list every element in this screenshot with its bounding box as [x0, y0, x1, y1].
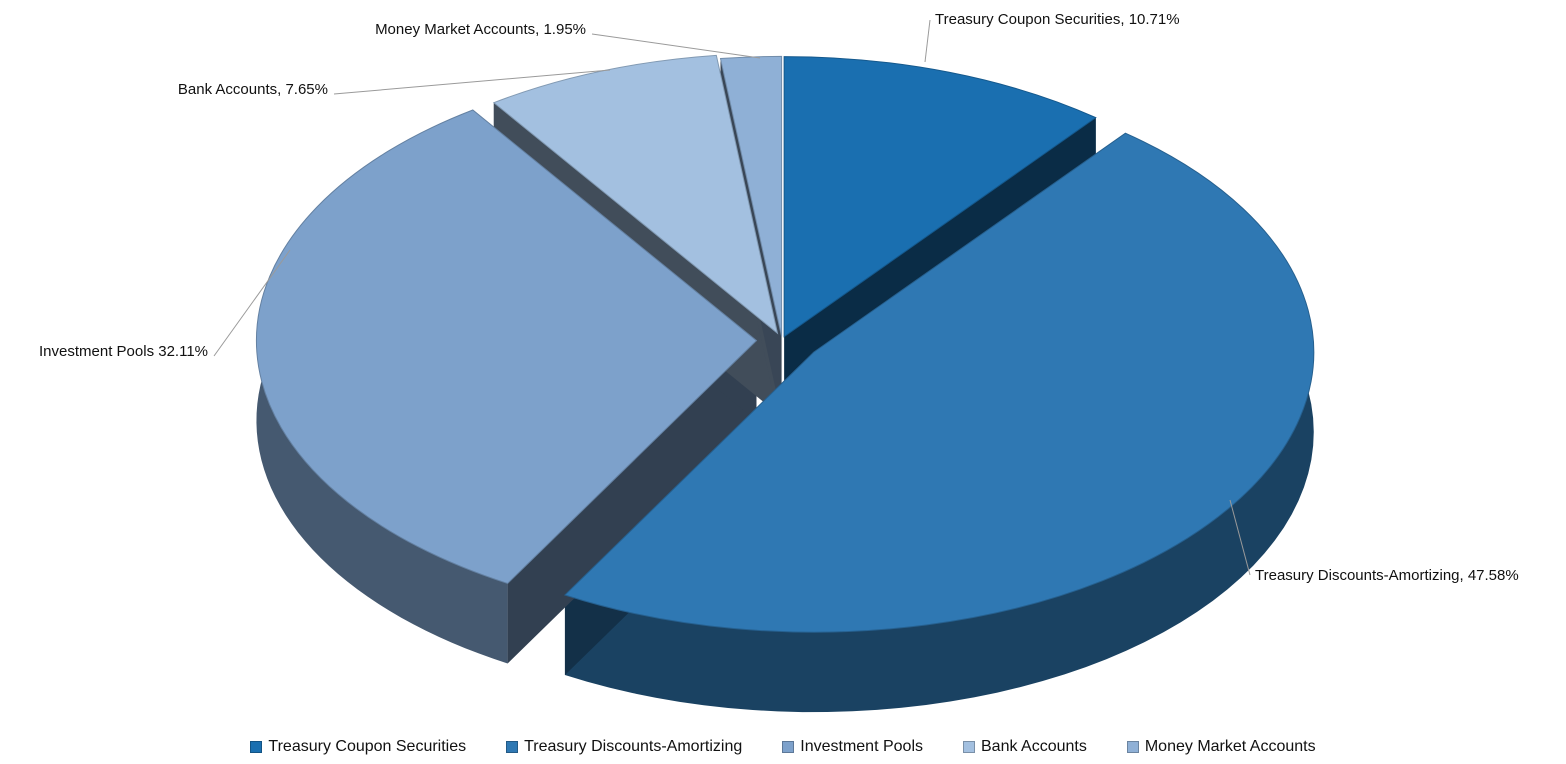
data-label: Investment Pools 32.11% [39, 343, 208, 360]
leader-line [333, 69, 611, 95]
legend-label: Bank Accounts [981, 738, 1087, 755]
data-label: Money Market Accounts, 1.95% [375, 21, 586, 38]
legend-item-investment-pools: Investment Pools [782, 738, 923, 756]
pie-slice-wall [564, 133, 1314, 713]
data-label: Treasury Coupon Securities, 10.71% [935, 11, 1180, 28]
legend-label: Treasury Discounts-Amortizing [524, 738, 743, 755]
pie-slice-bank-accounts [492, 54, 779, 335]
leader-line [213, 249, 291, 357]
legend-item-treasury-discounts: Treasury Discounts-Amortizing [506, 738, 742, 756]
chart-legend: Treasury Coupon Securities Treasury Disc… [0, 738, 1566, 756]
data-label: Treasury Discounts-Amortizing, 47.58% [1255, 567, 1519, 584]
legend-item-bank-accounts: Bank Accounts [963, 738, 1087, 756]
leader-line [591, 33, 761, 59]
pie-chart-svg: Treasury Coupon Securities, 10.71% Treasu… [39, 11, 1519, 713]
pie-slice-treasury-coupon-securities [783, 56, 1097, 338]
legend-swatch [963, 741, 975, 753]
legend-item-money-market: Money Market Accounts [1126, 738, 1316, 756]
pie-slice-treasury-discounts-amortizing [563, 132, 1315, 633]
leader-line [1229, 499, 1251, 576]
legend-label: Treasury Coupon Securities [268, 738, 467, 755]
legend-swatch [506, 741, 519, 753]
legend-swatch [782, 741, 795, 753]
legend-swatch [1126, 741, 1139, 753]
pie-slice-edge [507, 340, 757, 664]
leader-line [924, 19, 931, 63]
pie-slice-investment-pools [255, 109, 758, 585]
legend-label: Money Market Accounts [1144, 738, 1316, 755]
data-label: Bank Accounts, 7.65% [178, 81, 328, 98]
legend-swatch [250, 741, 263, 753]
legend-label: Investment Pools [800, 738, 923, 755]
legend-item-treasury-coupon: Treasury Coupon Securities [250, 738, 466, 756]
